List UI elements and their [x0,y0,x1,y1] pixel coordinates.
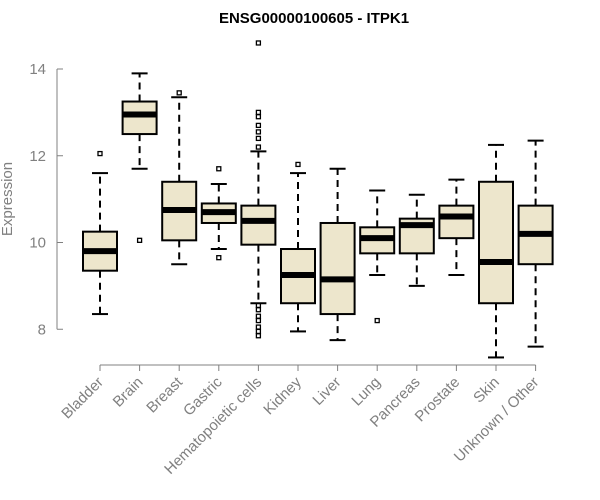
box [121,100,158,136]
outlier-point [255,328,262,335]
outlier-point [136,237,143,243]
outlier-point [176,90,182,96]
box-group [478,143,514,359]
y-axis-label: Expression [0,162,16,236]
outlier-point [255,122,262,129]
box-group [82,150,118,316]
box-group [280,161,316,333]
box [438,204,475,240]
outlier-point [255,40,262,46]
x-tick-label: Breast [143,373,186,416]
box-group [200,166,237,261]
x-tick-label: Skin [470,374,503,407]
x-tick-label: Liver [309,374,344,409]
x-tick-label: Kidney [260,373,305,418]
y-tick-label: 14 [29,61,46,78]
outlier-point [255,129,262,135]
box [240,204,277,246]
outlier-point [255,135,262,142]
y-axis: 8 10 12 14 [29,61,63,338]
outlier-point [216,166,222,172]
outlier-point [255,324,262,330]
outlier-point [255,114,262,120]
box-group [161,90,198,266]
box-group [398,193,435,287]
outlier-point [255,317,262,324]
outlier-point [216,255,222,261]
y-tick-label: 8 [38,321,46,338]
box-group [240,40,277,339]
box-group [121,72,158,243]
outlier-point [97,150,103,157]
outlier-point [374,317,380,324]
outlier-point [255,333,262,339]
y-tick-label: 10 [29,235,46,252]
outlier-point [295,161,301,168]
box [478,180,514,305]
outlier-point [255,313,262,319]
outlier-point [255,302,262,309]
chart-title: ENSG00000100605 - ITPK1 [219,10,409,27]
box-group [517,139,554,348]
box-group [319,167,356,342]
outlier-point [255,109,262,116]
x-tick-label: Brain [110,374,147,411]
x-tick-label: Prostate [412,374,464,426]
outlier-point [255,307,262,313]
x-tick-label: Lung [348,374,384,410]
y-tick-label: 12 [29,148,46,165]
boxes [82,40,554,359]
outlier-point [255,144,262,150]
box [319,221,356,316]
x-tick-label: Bladder [58,374,107,423]
box-group [438,178,475,277]
box-group [359,189,396,324]
